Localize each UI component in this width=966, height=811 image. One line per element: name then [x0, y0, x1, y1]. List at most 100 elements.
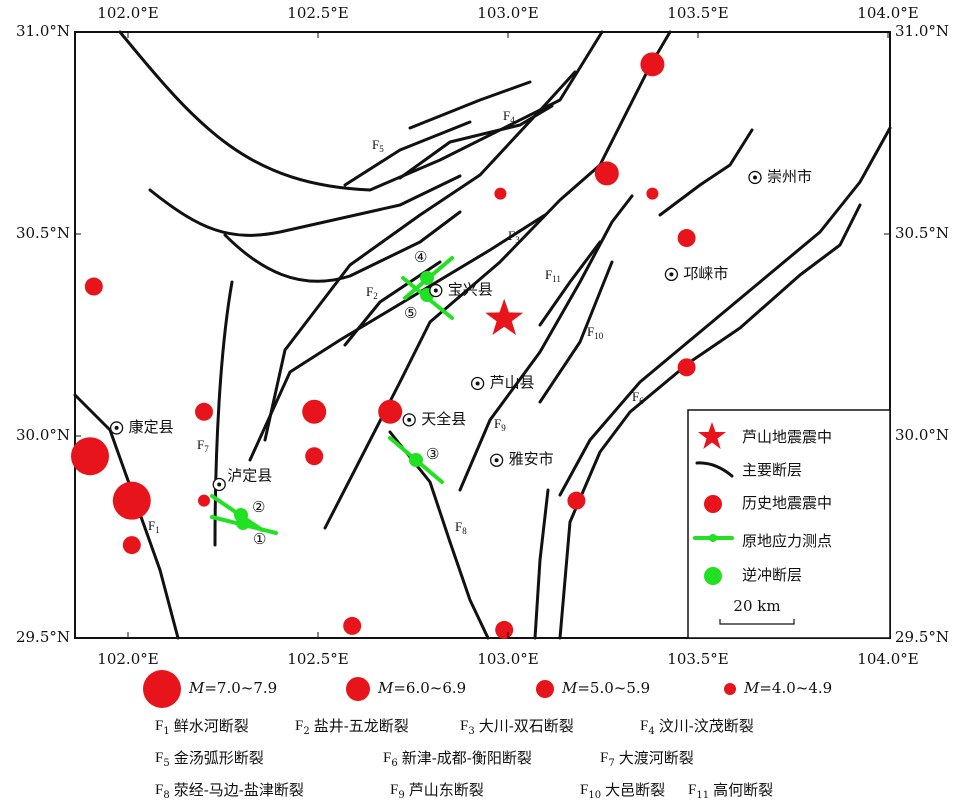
magnitude-range: =6.0~6.9	[393, 679, 466, 697]
fault-sub: 10	[588, 790, 601, 801]
fault-code: F	[580, 782, 588, 798]
fault-lines	[73, 30, 892, 640]
earthquake	[122, 536, 141, 555]
fault-sub: 3	[468, 726, 474, 737]
magnitude-label: M=7.0~7.9	[188, 679, 277, 697]
city-dot	[753, 175, 757, 180]
city-dot	[669, 272, 674, 277]
city-name: 邛崃市	[683, 264, 728, 282]
magnitude-range: =7.0~7.9	[204, 679, 277, 697]
legend-box	[687, 409, 891, 639]
city-name: 泸定县	[227, 466, 272, 484]
earthquake	[305, 447, 324, 466]
earthquake	[195, 402, 213, 421]
city-dot	[407, 417, 412, 422]
fault-label: F10	[587, 324, 604, 341]
fault-code: F	[460, 718, 468, 734]
lon-label: 102.5°E	[287, 650, 348, 668]
earthquake	[198, 494, 210, 507]
lon-label: 103.0°E	[477, 650, 538, 668]
magnitude-label: M=4.0~4.9	[743, 679, 832, 697]
lat-label: 30.5°N	[16, 224, 70, 242]
earthquake	[567, 491, 586, 510]
fault-sub: 4	[648, 726, 654, 737]
city-name: 雅安市	[509, 450, 554, 468]
fault-name: 荥经-马边-盐津断裂	[174, 781, 304, 799]
scale-label: 20 km	[733, 597, 780, 615]
fault-labels: F1 F2 F3 F4 F5 F6 F7 F8 F9 F10 F11	[148, 108, 644, 536]
city-dot	[114, 425, 119, 430]
fault-code: F	[688, 782, 696, 798]
legend-quake	[704, 495, 722, 513]
earthquake	[302, 399, 327, 424]
fault-sub: 11	[696, 790, 709, 801]
fault-name: 高何断裂	[713, 781, 773, 799]
fault-sub: 2	[303, 726, 309, 737]
magnitude-symbol-text: M	[561, 679, 578, 697]
magnitude-label: M=5.0~5.9	[561, 679, 650, 697]
fault-label: F6	[632, 389, 644, 406]
fault-name: 新津-成都-衡阳断裂	[402, 749, 532, 767]
magnitude-label: M=6.0~6.9	[377, 679, 466, 697]
lat-label: 30.0°N	[16, 426, 70, 444]
city-name: 崇州市	[767, 167, 812, 185]
earthquake	[494, 187, 507, 200]
lon-label: 103.0°E	[477, 4, 538, 22]
fault-name: 芦山东断裂	[409, 781, 484, 799]
fault-entry: F9 芦山东断裂	[390, 781, 484, 801]
legend-label: 原地应力测点	[742, 532, 832, 550]
city-name: 天全县	[421, 410, 466, 428]
fault-name: 鲜水河断裂	[174, 717, 249, 735]
earthquake	[677, 229, 696, 248]
legend-label: 逆冲断层	[742, 566, 802, 584]
fault-entry: F6 新津-成都-衡阳断裂	[383, 749, 532, 769]
lat-label: 31.0°N	[895, 22, 949, 40]
earthquake	[594, 161, 619, 186]
lon-label: 102.0°E	[97, 4, 158, 22]
station-dot	[420, 271, 434, 285]
fault-code: F	[390, 782, 398, 798]
lon-label: 103.5°E	[667, 4, 728, 22]
magnitude-range: =5.0~5.9	[577, 679, 650, 697]
fault-label: F11	[545, 267, 561, 284]
fault-sub: 7	[608, 758, 614, 769]
city-name: 宝兴县	[448, 281, 493, 299]
fault-entry: F5 金汤弧形断裂	[155, 749, 264, 769]
fault-entry: F7 大渡河断裂	[600, 749, 694, 769]
magnitude-symbol-text: M	[377, 679, 394, 697]
fault-code: F	[383, 750, 391, 766]
fault-sub: 5	[163, 758, 169, 769]
fault-code: F	[155, 750, 163, 766]
graticule-labels: 102.0°E 102.0°E 102.5°E 102.5°E 103.0°E 103.0…	[16, 4, 949, 668]
station-label: ①	[253, 530, 266, 548]
fault-entry: F8 荥经-马边-盐津断裂	[155, 781, 304, 801]
fault-code: F	[155, 782, 163, 798]
fault-entry: F2 盐井-五龙断裂	[295, 717, 409, 737]
earthquake	[677, 358, 696, 377]
legend-thrust	[704, 567, 722, 585]
earthquake	[640, 52, 665, 77]
lat-label: 29.5°N	[16, 628, 70, 646]
earthquake	[378, 399, 403, 424]
fault-name: 金汤弧形断裂	[174, 749, 264, 767]
legend-label: 芦山地震震中	[742, 428, 832, 446]
lon-label: 103.5°E	[667, 650, 728, 668]
lat-label: 29.5°N	[895, 628, 949, 646]
stress-stations: ① ② ③ ④ ⑤	[210, 248, 454, 548]
fault-code: F	[600, 750, 608, 766]
station-label: ④	[414, 248, 427, 266]
city-dot	[494, 458, 499, 463]
fault-sub: 1	[163, 726, 169, 737]
city-dot	[433, 288, 438, 293]
earthquake	[112, 481, 151, 520]
lon-label: 102.0°E	[97, 650, 158, 668]
fault-label: F8	[455, 519, 467, 536]
legend-label: 主要断层	[742, 461, 802, 479]
legend-label: 历史地震震中	[742, 494, 832, 512]
station-label: ②	[252, 498, 265, 516]
magnitude-symbol-text: M	[743, 679, 760, 697]
city-dot	[217, 482, 222, 487]
earthquake	[495, 620, 514, 639]
